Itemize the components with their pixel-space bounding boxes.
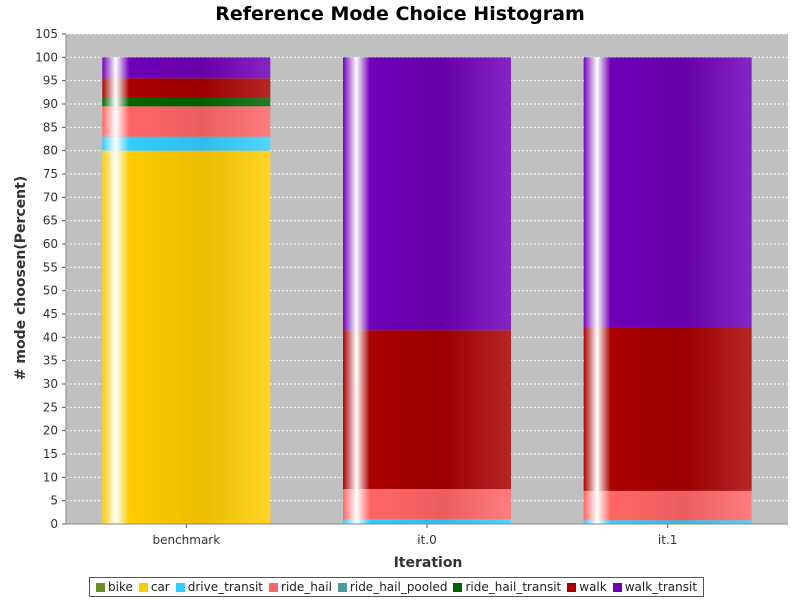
y-axis-label: # mode choosen(Percent) — [13, 176, 29, 380]
bar-segment-walk_transit-it.0 — [343, 57, 511, 331]
y-tick-label: 80 — [43, 144, 58, 158]
legend-item-drive_transit: drive_transit — [175, 580, 264, 594]
bar-segment-walk_transit-benchmark — [102, 57, 271, 79]
y-tick-label: 30 — [43, 377, 58, 391]
legend-item-car: car — [138, 580, 170, 594]
y-tick-label: 95 — [43, 74, 58, 88]
y-tick-label: 10 — [43, 470, 58, 484]
legend-swatch — [175, 582, 185, 592]
legend-item-bike: bike — [96, 580, 133, 594]
legend-swatch — [269, 582, 279, 592]
y-tick-label: 100 — [35, 50, 58, 64]
legend-label: ride_hail — [281, 580, 332, 594]
chart-svg: Reference Mode Choice Histogram 0 5 10 15 20… — [13, 3, 788, 571]
legend-label: car — [150, 580, 170, 594]
y-tick-label: 25 — [43, 400, 58, 414]
y-tick-label: 90 — [43, 97, 58, 111]
legend-item-walk_transit: walk_transit — [612, 580, 698, 594]
bar-segment-ride_hail-it.0 — [343, 489, 511, 520]
y-tick-label: 55 — [43, 260, 58, 274]
bar-segment-car-benchmark — [102, 150, 271, 524]
legend-item-ride_hail_transit: ride_hail_transit — [453, 580, 561, 594]
y-tick-label: 15 — [43, 447, 58, 461]
y-tick-label: 70 — [43, 190, 58, 204]
legend-item-ride_hail_pooled: ride_hail_pooled — [337, 580, 448, 594]
y-tick-label: 20 — [43, 424, 58, 438]
bar-segment-drive_transit-benchmark — [102, 136, 271, 151]
y-tick-label: 85 — [43, 120, 58, 134]
y-tick-label: 5 — [50, 494, 58, 508]
bar-segment-ride_hail_transit-benchmark — [102, 97, 271, 107]
y-tick-label: 0 — [50, 517, 58, 531]
chart-legend: bike car drive_transit ride_hail ride_hail_p… — [89, 577, 705, 597]
bar-segment-walk-benchmark — [102, 78, 271, 97]
legend-swatch — [567, 582, 577, 592]
y-tick-label: 35 — [43, 354, 58, 368]
x-axis-label: Iteration — [394, 555, 463, 571]
bar-segment-walk-it.1 — [583, 327, 752, 491]
y-tick-label: 45 — [43, 307, 58, 321]
legend-swatch — [612, 582, 622, 592]
legend-swatch — [453, 582, 463, 592]
legend-label: walk — [579, 580, 607, 594]
y-tick-label: 65 — [43, 214, 58, 228]
y-tick-label: 50 — [43, 284, 58, 298]
y-tick-label: 105 — [35, 27, 58, 41]
x-tick-label: it.0 — [417, 533, 437, 547]
legend-item-ride_hail: ride_hail — [269, 580, 332, 594]
x-tick-label: benchmark — [152, 533, 220, 547]
x-tick-label: it.1 — [658, 533, 678, 547]
chart-title: Reference Mode Choice Histogram — [215, 3, 585, 25]
legend-label: walk_transit — [624, 580, 698, 594]
legend-label: bike — [108, 580, 133, 594]
bar-segment-drive_transit-it.0 — [343, 519, 511, 524]
bar-segment-ride_hail-it.1 — [583, 490, 752, 521]
legend-swatch — [138, 582, 148, 592]
bar-segment-ride_hail-benchmark — [102, 106, 271, 137]
legend-label: ride_hail_pooled — [349, 580, 448, 594]
legend-label: drive_transit — [187, 580, 264, 594]
legend-swatch — [96, 582, 105, 592]
bar-segment-drive_transit-it.1 — [583, 520, 752, 524]
y-tick-label: 75 — [43, 167, 58, 181]
y-tick-label: 40 — [43, 330, 58, 344]
bar-segment-walk_transit-it.1 — [583, 57, 752, 328]
y-tick-label: 60 — [43, 237, 58, 251]
legend-item-walk: walk — [567, 580, 607, 594]
legend-label: ride_hail_transit — [465, 580, 562, 594]
legend-swatch — [337, 582, 347, 592]
bar-segment-walk-it.0 — [343, 330, 511, 489]
